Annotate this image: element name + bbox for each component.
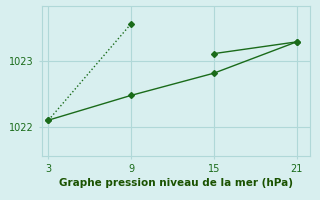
X-axis label: Graphe pression niveau de la mer (hPa): Graphe pression niveau de la mer (hPa): [59, 178, 293, 188]
